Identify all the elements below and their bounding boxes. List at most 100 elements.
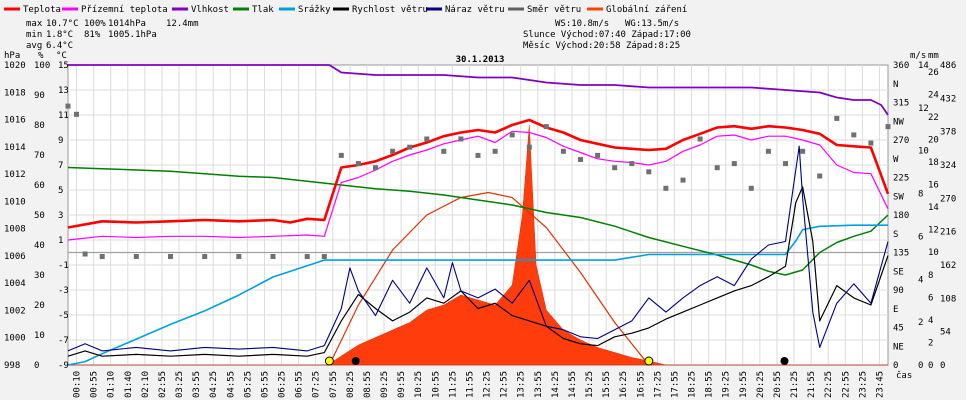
- press-axis-tick: 1012: [4, 170, 26, 180]
- dir-axis-tick: 180: [893, 211, 909, 221]
- press-axis-tick: 998: [4, 361, 20, 371]
- dir-axis-tick: NE: [893, 342, 904, 352]
- rad-axis-tick: 162: [940, 261, 956, 271]
- x-tick: 09:55: [397, 371, 407, 398]
- x-tick: 09:25: [380, 371, 390, 398]
- hum-axis-tick: 30: [34, 271, 45, 281]
- x-tick: 00:10: [73, 371, 83, 398]
- time-unit: čas: [896, 370, 912, 381]
- x-tick: 03:55: [192, 371, 202, 398]
- rain-axis-tick: 12: [928, 226, 939, 236]
- summary-max-3: 1014hPa: [108, 19, 146, 29]
- series-point-smer-vetru: [338, 152, 344, 158]
- rain-axis-tick: 22: [928, 113, 939, 123]
- series-point-smer-vetru: [629, 161, 635, 167]
- legend-label-globalni-zareni: Globální záření: [606, 5, 687, 15]
- x-tick: 04:55: [226, 371, 236, 398]
- rad-axis-tick: 432: [940, 94, 956, 104]
- temp-unit: °C: [56, 51, 67, 61]
- x-tick: 15:25: [585, 371, 595, 398]
- hum-axis-tick: 80: [34, 121, 45, 131]
- press-axis-tick: 1008: [4, 225, 26, 235]
- summary-max-2: 100%: [84, 19, 106, 29]
- series-point-smer-vetru: [65, 103, 71, 109]
- series-line-vlhkost: [68, 64, 889, 116]
- wind-axis-tick: 2: [918, 318, 923, 328]
- series-point-smer-vetru: [612, 165, 618, 171]
- rain-axis-tick: 6: [928, 293, 933, 303]
- rain-axis-tick: 24: [928, 90, 939, 100]
- dir-axis-tick: E: [893, 305, 898, 315]
- series-point-smer-vetru: [407, 144, 413, 150]
- rain-unit: mm: [928, 51, 939, 61]
- series-point-smer-vetru: [270, 254, 276, 259]
- series-point-smer-vetru: [543, 124, 549, 130]
- dir-axis-tick: 360: [893, 61, 909, 71]
- x-tick: 07:25: [312, 371, 322, 398]
- series-point-smer-vetru: [390, 148, 396, 154]
- rad-axis-tick: 0: [940, 361, 945, 371]
- x-tick: 16:25: [619, 371, 629, 398]
- series-point-smer-vetru: [202, 254, 208, 259]
- rad-axis-tick: 486: [940, 61, 956, 71]
- summary-wg: WG:13.5m/s: [625, 19, 679, 29]
- x-tick: 20:55: [773, 371, 783, 398]
- series-point-smer-vetru: [714, 165, 720, 171]
- x-tick: 21:25: [790, 371, 800, 398]
- x-tick: 17:55: [670, 371, 680, 398]
- series-point-smer-vetru: [765, 148, 771, 154]
- temp-axis-tick: 7: [58, 161, 63, 171]
- temp-axis-tick: 15: [58, 61, 69, 71]
- series-point-smer-vetru: [458, 136, 464, 142]
- summary-min-1: 1.8°C: [46, 30, 73, 40]
- series-point-smer-vetru: [441, 148, 447, 154]
- press-axis-tick: 1004: [4, 279, 26, 289]
- series-point-smer-vetru: [834, 115, 840, 121]
- x-tick: 10:25: [414, 371, 424, 398]
- summary-max-4: 12.4mm: [166, 19, 199, 29]
- summary-min-3: 1005.1hPa: [108, 30, 157, 40]
- x-tick: 11:25: [448, 371, 458, 398]
- summary-ws: WS:10.8m/s: [555, 19, 609, 29]
- press-axis-tick: 1020: [4, 61, 26, 71]
- legend-label-prizemni-teplota: Přízemní teplota: [81, 5, 168, 15]
- dir-axis-tick: 225: [893, 174, 909, 184]
- series-point-smer-vetru: [748, 185, 754, 191]
- wind-axis-tick: 4: [918, 275, 923, 285]
- marker-sunrise: [324, 356, 334, 366]
- rad-axis-tick: 108: [940, 294, 956, 304]
- rad-axis-tick: 324: [940, 161, 956, 171]
- dir-axis-tick: 270: [893, 136, 909, 146]
- rain-axis-tick: 0: [928, 361, 933, 371]
- series-line-naraz-vetru: [67, 145, 889, 352]
- x-tick: 16:55: [636, 371, 646, 398]
- temp-axis-tick: 11: [58, 111, 69, 121]
- dir-axis-tick: NW: [893, 117, 904, 127]
- dir-axis-tick: 135: [893, 249, 909, 259]
- marker-moonset: [351, 357, 360, 365]
- wind-axis-tick: 10: [918, 147, 929, 157]
- x-tick: 13:25: [517, 371, 527, 398]
- hum-axis-tick: 50: [34, 211, 45, 221]
- temp-axis-tick: 3: [58, 211, 63, 221]
- rad-axis-tick: 216: [940, 228, 956, 238]
- series-point-smer-vetru: [560, 148, 566, 154]
- series-point-smer-vetru: [424, 136, 430, 142]
- series-point-smer-vetru: [663, 185, 669, 191]
- dir-axis-tick: SW: [893, 192, 904, 202]
- series-point-smer-vetru: [783, 161, 788, 167]
- x-tick: 19:25: [722, 371, 732, 398]
- marker-moonrise: [780, 357, 789, 365]
- x-tick: 04:25: [209, 371, 219, 398]
- series-line-teplota: [67, 118, 890, 229]
- x-tick: 12:55: [500, 371, 510, 398]
- hum-unit: %: [38, 51, 44, 61]
- wind-unit: m/s: [910, 51, 926, 61]
- wind-axis-tick: 8: [918, 190, 923, 200]
- wind-axis-tick: 12: [918, 104, 929, 114]
- rain-axis-tick: 8: [928, 271, 933, 281]
- legend-label-srazky: Srážky: [298, 5, 331, 15]
- x-tick: 02:55: [158, 371, 168, 398]
- press-axis-tick: 1018: [4, 88, 26, 98]
